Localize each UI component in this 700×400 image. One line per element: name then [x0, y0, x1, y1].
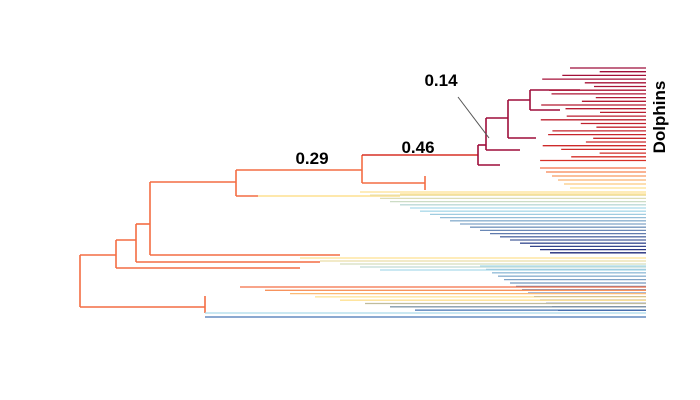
branch-length-label: 0.29	[295, 149, 328, 168]
tree-branches	[79, 89, 580, 313]
annotation-leader-line	[457, 96, 490, 139]
branch-length-label: 0.14	[424, 71, 458, 90]
branch-length-label: 0.46	[401, 138, 434, 157]
clade-label: Dolphins	[650, 81, 669, 154]
tree-tips	[205, 67, 646, 318]
